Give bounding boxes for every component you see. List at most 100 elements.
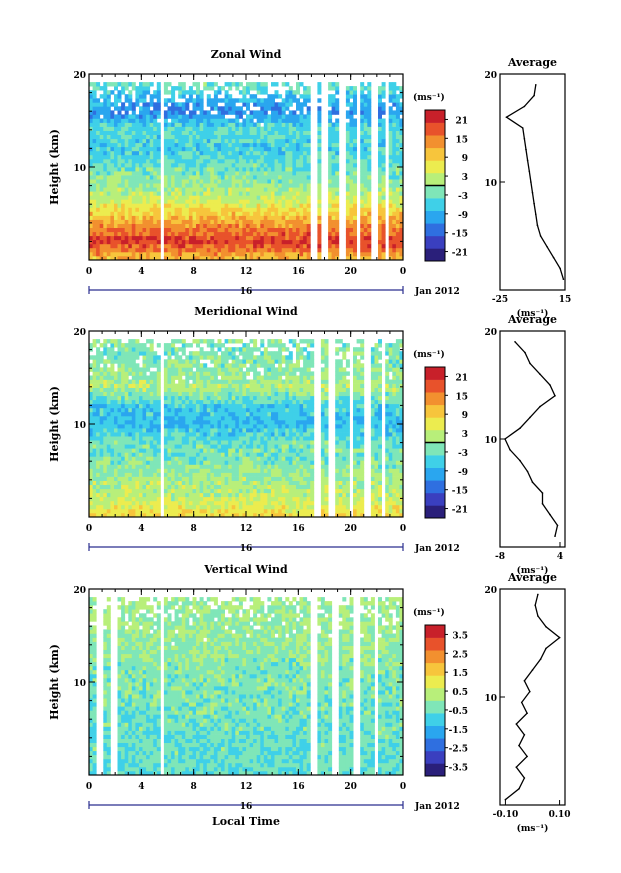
heatmap-cell xyxy=(349,134,354,140)
heatmap-cell xyxy=(196,158,200,164)
heatmap-cell xyxy=(360,146,365,152)
heatmap-cell xyxy=(114,484,118,490)
heatmap-cell xyxy=(224,167,229,172)
heatmap-cell xyxy=(317,110,322,115)
heatmap-cell xyxy=(174,146,179,152)
heatmap-cell xyxy=(238,235,243,241)
heatmap-cell xyxy=(117,395,122,401)
heatmap-cell xyxy=(185,163,190,168)
heatmap-cell xyxy=(153,371,158,376)
heatmap-cell xyxy=(188,179,193,184)
heatmap-cell xyxy=(117,399,122,405)
heatmap-cell xyxy=(174,339,179,344)
heatmap-cell xyxy=(210,239,215,245)
colorbar-segment xyxy=(425,185,445,199)
heatmap-cell xyxy=(128,179,133,184)
heatmap-cell xyxy=(199,256,204,261)
heatmap-cell xyxy=(378,126,382,131)
heatmap-cell xyxy=(92,472,97,477)
heatmap-cell xyxy=(349,247,354,253)
heatmap-cell xyxy=(135,211,140,216)
heatmap-cell xyxy=(217,118,222,123)
heatmap-cell xyxy=(171,134,176,140)
heatmap-cell xyxy=(117,375,122,380)
heatmap-cell xyxy=(203,428,208,433)
heatmap-cell xyxy=(317,239,322,245)
heatmap-cell xyxy=(353,122,357,127)
heatmap-cell xyxy=(171,444,176,449)
heatmap-cell xyxy=(192,403,197,409)
heatmap-cell xyxy=(238,231,243,237)
heatmap-cell xyxy=(328,251,333,257)
heatmap-cell xyxy=(253,203,258,208)
heatmap-cell xyxy=(103,207,108,212)
heatmap-cell xyxy=(114,98,118,103)
heatmap-cell xyxy=(210,167,215,172)
heatmap-cell xyxy=(117,90,122,95)
heatmap-cell xyxy=(128,106,133,111)
heatmap-cell xyxy=(156,460,161,465)
heatmap-cell xyxy=(228,464,233,469)
heatmap-cell xyxy=(121,175,126,180)
heatmap-cell xyxy=(328,126,333,131)
heatmap-cell xyxy=(92,513,97,518)
heatmap-cell xyxy=(128,90,133,95)
heatmap-cell xyxy=(96,513,101,518)
heatmap-cell xyxy=(203,379,208,384)
heatmap-cell xyxy=(106,452,111,457)
heatmap-cell xyxy=(128,415,133,421)
heatmap-cell xyxy=(106,472,111,477)
heatmap-cell xyxy=(363,199,368,204)
heatmap-cell xyxy=(142,98,147,103)
heatmap-cell xyxy=(163,239,168,245)
heatmap-cell xyxy=(114,452,118,457)
heatmap-cell xyxy=(171,183,176,188)
heatmap-cell xyxy=(210,256,215,261)
heatmap-cell xyxy=(210,219,215,224)
heatmap-cell xyxy=(128,82,133,87)
heatmap-cell xyxy=(399,199,404,204)
heatmap-cell xyxy=(224,247,229,253)
heatmap-cell xyxy=(306,207,311,212)
heatmap-cell xyxy=(271,175,275,180)
heatmap-cell xyxy=(317,183,322,188)
heatmap-cell xyxy=(92,179,97,184)
heatmap-cell xyxy=(345,199,350,204)
heatmap-cell xyxy=(128,351,133,356)
heatmap-cell xyxy=(114,150,118,156)
heatmap-cell xyxy=(263,231,268,237)
heatmap-cell xyxy=(288,110,293,115)
heatmap-cell xyxy=(139,347,143,352)
heatmap-cell xyxy=(110,207,115,212)
heatmap-cell xyxy=(224,158,229,164)
heatmap-cell xyxy=(221,415,225,421)
heatmap-cell xyxy=(142,440,147,445)
heatmap-cell xyxy=(89,428,93,433)
heatmap-cell xyxy=(278,187,283,192)
heatmap-cell xyxy=(281,154,286,160)
heatmap-cell xyxy=(281,231,286,237)
heatmap-cell xyxy=(181,480,186,485)
colorbar-segment xyxy=(425,248,445,262)
heatmap-cell xyxy=(110,171,115,176)
heatmap-cell xyxy=(242,163,247,168)
heatmap-cell xyxy=(246,154,250,160)
heatmap-cell xyxy=(281,251,286,257)
heatmap-cell xyxy=(114,239,118,245)
heatmap-cell xyxy=(246,235,250,241)
heatmap-cell xyxy=(345,142,350,148)
heatmap-cell xyxy=(231,239,236,245)
heatmap-cell xyxy=(296,146,300,152)
heatmap-cell xyxy=(106,130,111,135)
heatmap-cell xyxy=(306,223,311,228)
heatmap-cell xyxy=(292,207,297,212)
heatmap-cell xyxy=(217,199,222,204)
heatmap-cell xyxy=(139,432,143,437)
heatmap-cell xyxy=(142,508,147,514)
heatmap-cell xyxy=(213,223,218,228)
heatmap-cell xyxy=(363,251,368,257)
heatmap-cell xyxy=(128,484,133,490)
heatmap-cell xyxy=(178,484,183,490)
heatmap-cell xyxy=(153,175,158,180)
heatmap-cell xyxy=(381,243,386,249)
